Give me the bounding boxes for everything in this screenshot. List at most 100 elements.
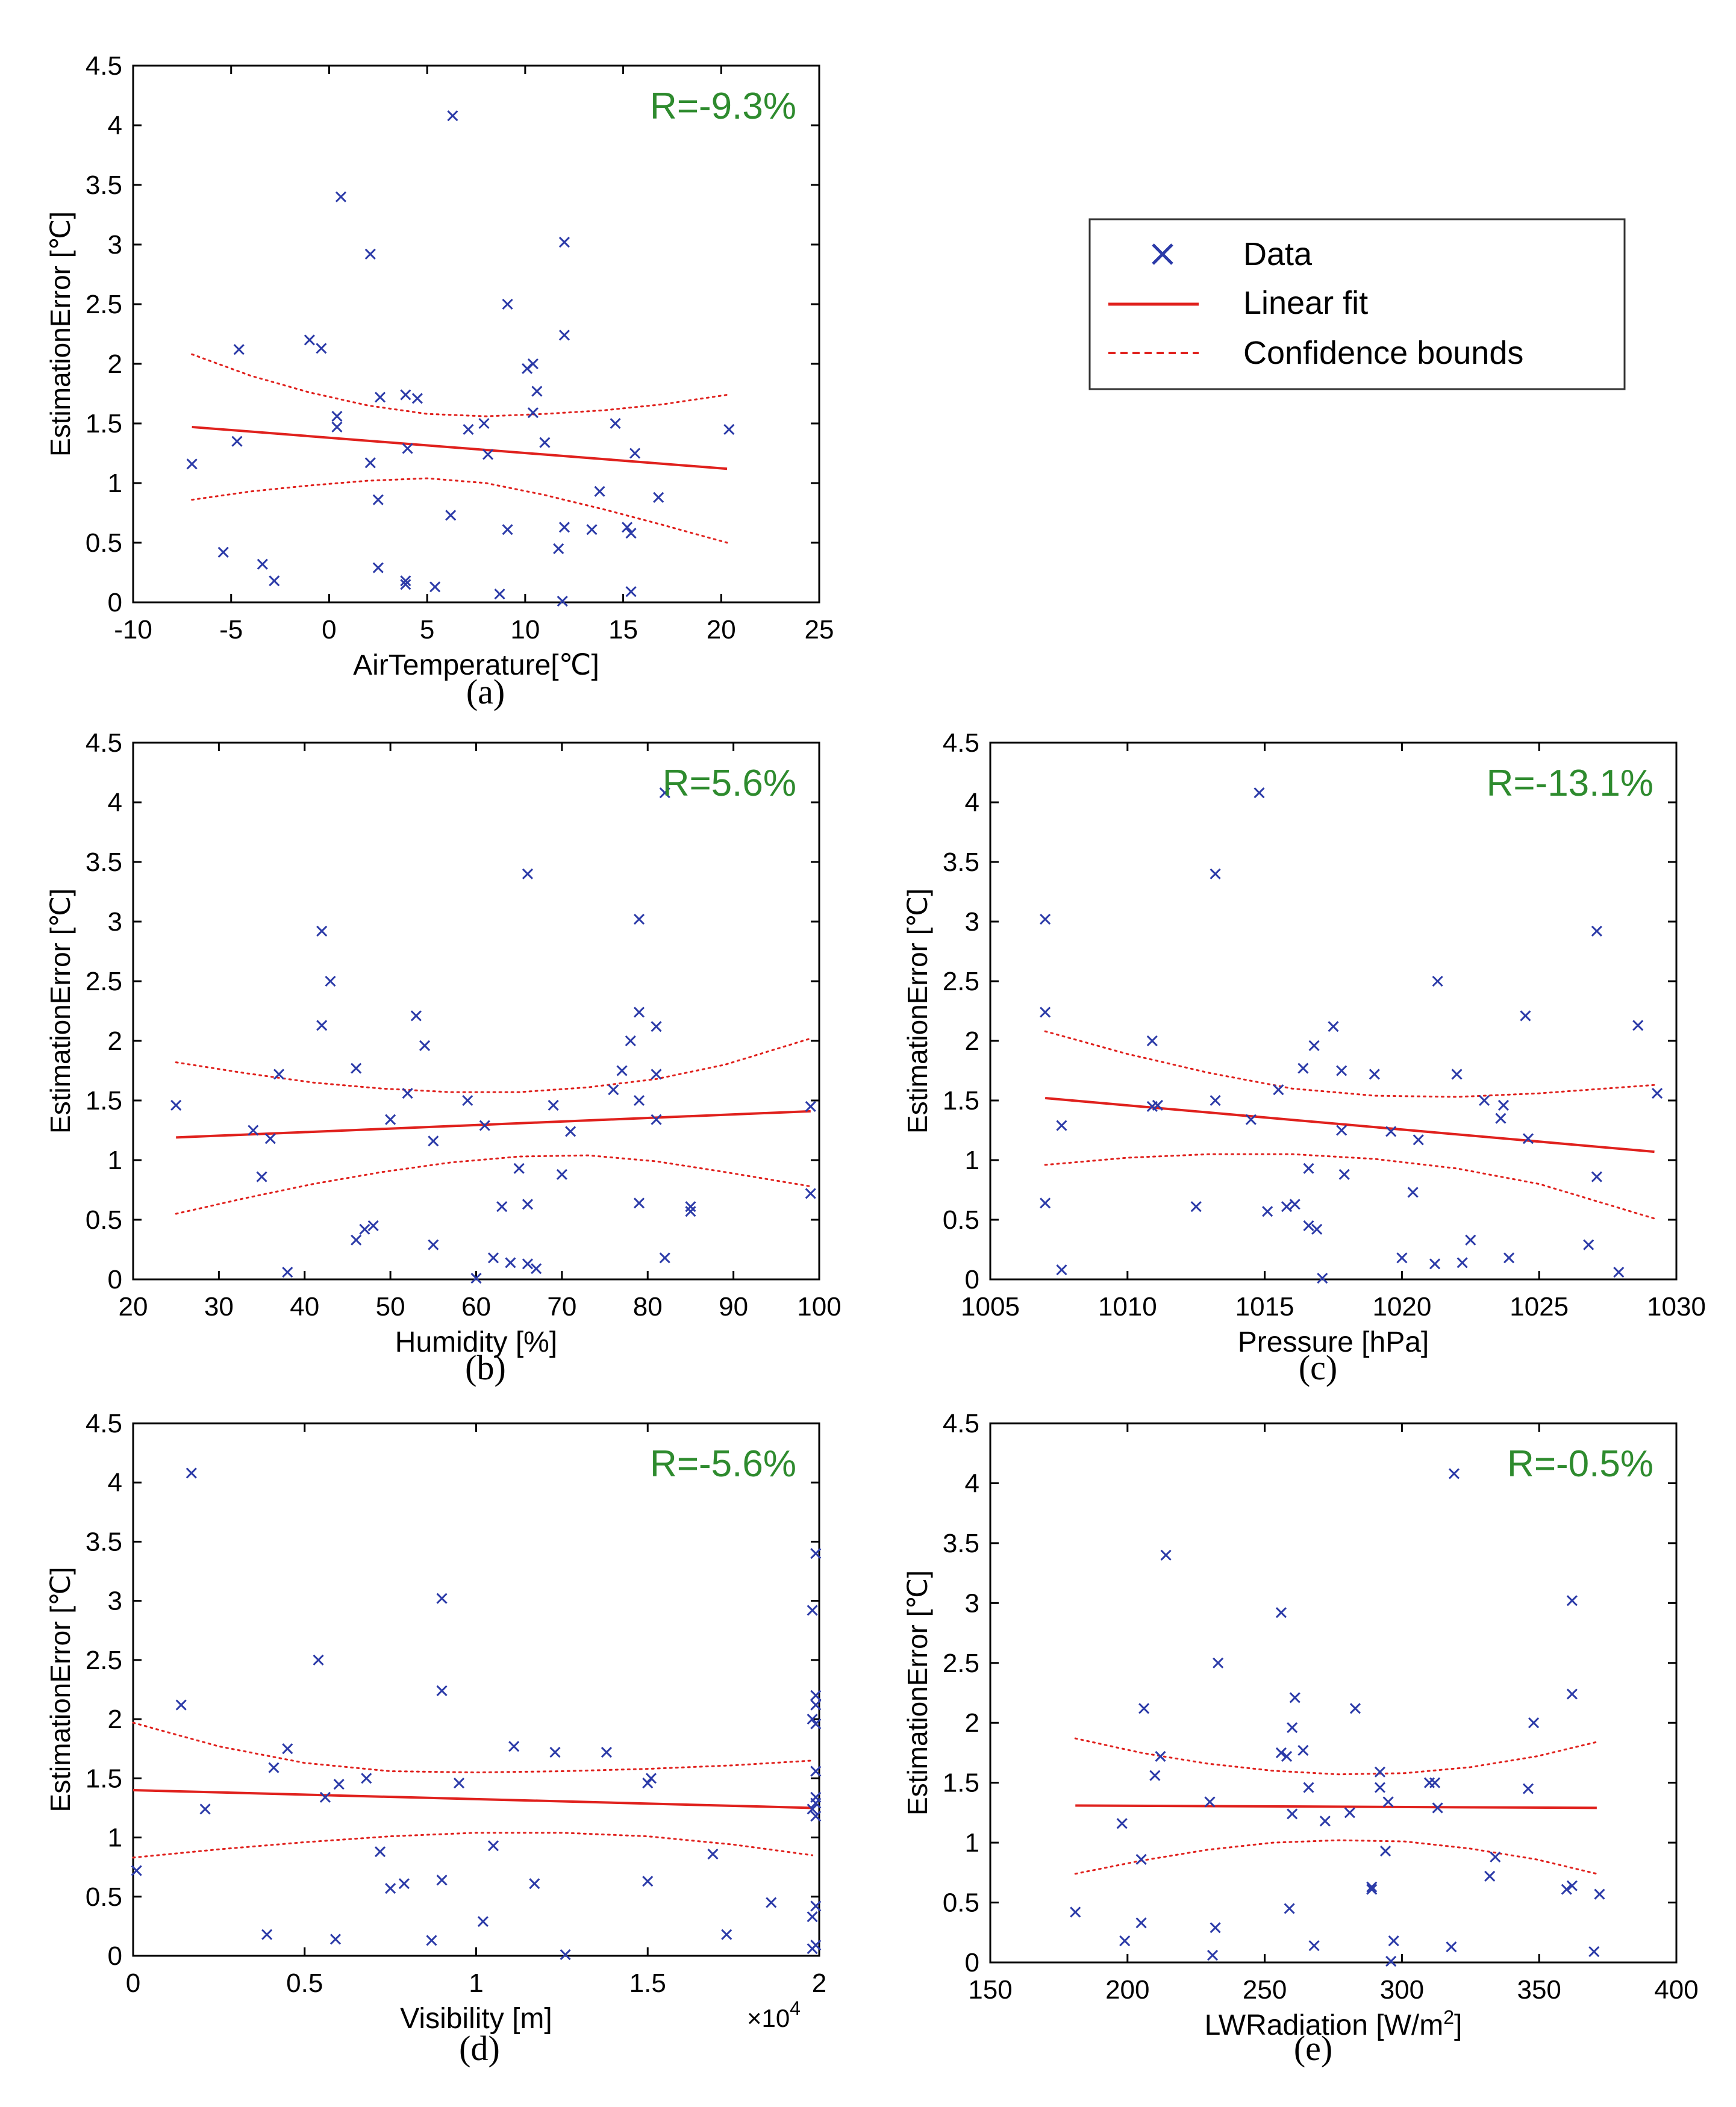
x-tick-label: 70 bbox=[547, 1292, 576, 1322]
x-tick-label: 80 bbox=[633, 1292, 663, 1322]
y-tick-label: 0 bbox=[108, 588, 122, 617]
y-tick-label: 4 bbox=[108, 788, 122, 817]
y-axis-label: EstimationError [℃] bbox=[45, 211, 76, 457]
x-tick-label: 10 bbox=[510, 615, 540, 645]
y-tick-label: 0 bbox=[965, 1948, 979, 1977]
legend-data-label: Data bbox=[1243, 236, 1313, 272]
y-tick-label: 1 bbox=[108, 1823, 122, 1853]
legend: Data Linear fit Confidence bounds bbox=[1090, 219, 1625, 389]
y-tick-label: 2.5 bbox=[943, 1649, 979, 1678]
x-tick-label: 50 bbox=[376, 1292, 405, 1322]
x-tick-label: 1 bbox=[469, 1968, 483, 1998]
y-tick-label: 4 bbox=[965, 1469, 979, 1498]
y-tick-label: 2.5 bbox=[943, 967, 979, 996]
panel-caption: (b) bbox=[465, 1348, 506, 1387]
y-tick-label: 2.5 bbox=[86, 290, 122, 319]
x-tick-label: -10 bbox=[114, 615, 152, 645]
y-tick-label: 4.5 bbox=[943, 1409, 979, 1438]
correlation-annotation: R=5.6% bbox=[663, 763, 796, 804]
y-tick-label: 4 bbox=[108, 1468, 122, 1497]
y-axis-label: EstimationError [℃] bbox=[45, 1567, 76, 1812]
y-tick-label: 4.5 bbox=[86, 51, 122, 81]
x-tick-label: 200 bbox=[1105, 1975, 1149, 2005]
x-tick-label: 20 bbox=[707, 615, 736, 645]
y-tick-label: 4.5 bbox=[86, 1409, 122, 1438]
x-tick-label: 1.5 bbox=[629, 1968, 666, 1998]
panel-caption: (d) bbox=[459, 2029, 500, 2068]
y-tick-label: 3.5 bbox=[86, 170, 122, 200]
y-tick-label: 4 bbox=[108, 111, 122, 140]
y-tick-label: 3 bbox=[965, 1588, 979, 1618]
x-tick-label: 250 bbox=[1243, 1975, 1287, 2005]
x-tick-label: 60 bbox=[461, 1292, 491, 1322]
y-axis-label: EstimationError [℃] bbox=[902, 888, 933, 1134]
x-tick-label: 40 bbox=[290, 1292, 319, 1322]
correlation-annotation: R=-13.1% bbox=[1487, 763, 1653, 804]
x-tick-label: 150 bbox=[968, 1975, 1012, 2005]
x-tick-label: -5 bbox=[219, 615, 243, 645]
y-tick-label: 2 bbox=[965, 1026, 979, 1056]
x-axis-label: LWRadiation [W/m2] bbox=[1205, 2006, 1463, 2041]
x-tick-label: 20 bbox=[119, 1292, 148, 1322]
y-tick-label: 0 bbox=[108, 1941, 122, 1971]
y-tick-label: 3.5 bbox=[943, 847, 979, 877]
y-tick-label: 1 bbox=[108, 1146, 122, 1175]
x-tick-label: 350 bbox=[1517, 1975, 1561, 2005]
y-tick-label: 3 bbox=[108, 1587, 122, 1616]
correlation-annotation: R=-9.3% bbox=[650, 86, 796, 127]
y-tick-label: 3 bbox=[108, 907, 122, 937]
x-tick-label: 2 bbox=[812, 1968, 826, 1998]
panel-caption: (e) bbox=[1294, 2029, 1332, 2068]
y-tick-label: 4 bbox=[965, 788, 979, 817]
y-tick-label: 0.5 bbox=[86, 1205, 122, 1235]
x-tick-label: 1015 bbox=[1235, 1292, 1294, 1322]
y-tick-label: 2.5 bbox=[86, 967, 122, 996]
legend-fit-label: Linear fit bbox=[1243, 285, 1368, 321]
y-tick-label: 1 bbox=[965, 1828, 979, 1858]
x-tick-label: 0.5 bbox=[286, 1968, 323, 1998]
y-tick-label: 1.5 bbox=[86, 409, 122, 439]
y-tick-label: 1.5 bbox=[943, 1768, 979, 1798]
panel-caption: (a) bbox=[466, 672, 505, 711]
y-tick-label: 0.5 bbox=[86, 528, 122, 558]
y-tick-label: 2 bbox=[965, 1708, 979, 1738]
x-tick-label: 1020 bbox=[1372, 1292, 1431, 1322]
y-tick-label: 1 bbox=[108, 469, 122, 498]
y-tick-label: 1.5 bbox=[86, 1086, 122, 1116]
y-tick-label: 3 bbox=[965, 907, 979, 937]
correlation-annotation: R=-5.6% bbox=[650, 1443, 796, 1485]
y-tick-label: 0 bbox=[108, 1265, 122, 1294]
x-tick-label: 1025 bbox=[1510, 1292, 1569, 1322]
y-tick-label: 4.5 bbox=[86, 728, 122, 758]
y-tick-label: 3 bbox=[108, 230, 122, 260]
x-tick-label: 0 bbox=[322, 615, 336, 645]
x-tick-label: 15 bbox=[608, 615, 638, 645]
y-tick-label: 1.5 bbox=[943, 1086, 979, 1116]
x-tick-label: 1010 bbox=[1098, 1292, 1157, 1322]
y-axis-label: EstimationError [℃] bbox=[902, 1570, 933, 1815]
y-tick-label: 0.5 bbox=[86, 1882, 122, 1912]
x-tick-label: 30 bbox=[204, 1292, 234, 1322]
figure-canvas: -10 -5 0 5 10 15 20 2500.511.522.533.544.5R=-9.… bbox=[0, 0, 1736, 2107]
y-tick-label: 0.5 bbox=[943, 1205, 979, 1235]
y-tick-label: 3.5 bbox=[943, 1529, 979, 1558]
correlation-annotation: R=-0.5% bbox=[1507, 1443, 1653, 1485]
y-tick-label: 2.5 bbox=[86, 1646, 122, 1675]
x-tick-label: 1030 bbox=[1647, 1292, 1706, 1322]
y-tick-label: 0.5 bbox=[943, 1888, 979, 1918]
y-tick-label: 2 bbox=[108, 349, 122, 379]
y-tick-label: 0 bbox=[965, 1265, 979, 1294]
y-tick-label: 2 bbox=[108, 1705, 122, 1734]
x-tick-label: 300 bbox=[1380, 1975, 1424, 2005]
x-tick-label: 0 bbox=[126, 1968, 140, 1998]
y-tick-label: 1.5 bbox=[86, 1764, 122, 1793]
x-tick-label: 1005 bbox=[961, 1292, 1020, 1322]
x-tick-label: 5 bbox=[420, 615, 434, 645]
legend-bounds-label: Confidence bounds bbox=[1243, 335, 1523, 371]
y-tick-label: 2 bbox=[108, 1026, 122, 1056]
x-tick-label: 100 bbox=[797, 1292, 841, 1322]
y-tick-label: 3.5 bbox=[86, 847, 122, 877]
y-tick-label: 3.5 bbox=[86, 1527, 122, 1556]
y-axis-label: EstimationError [℃] bbox=[45, 888, 76, 1134]
x-tick-label: 90 bbox=[719, 1292, 748, 1322]
